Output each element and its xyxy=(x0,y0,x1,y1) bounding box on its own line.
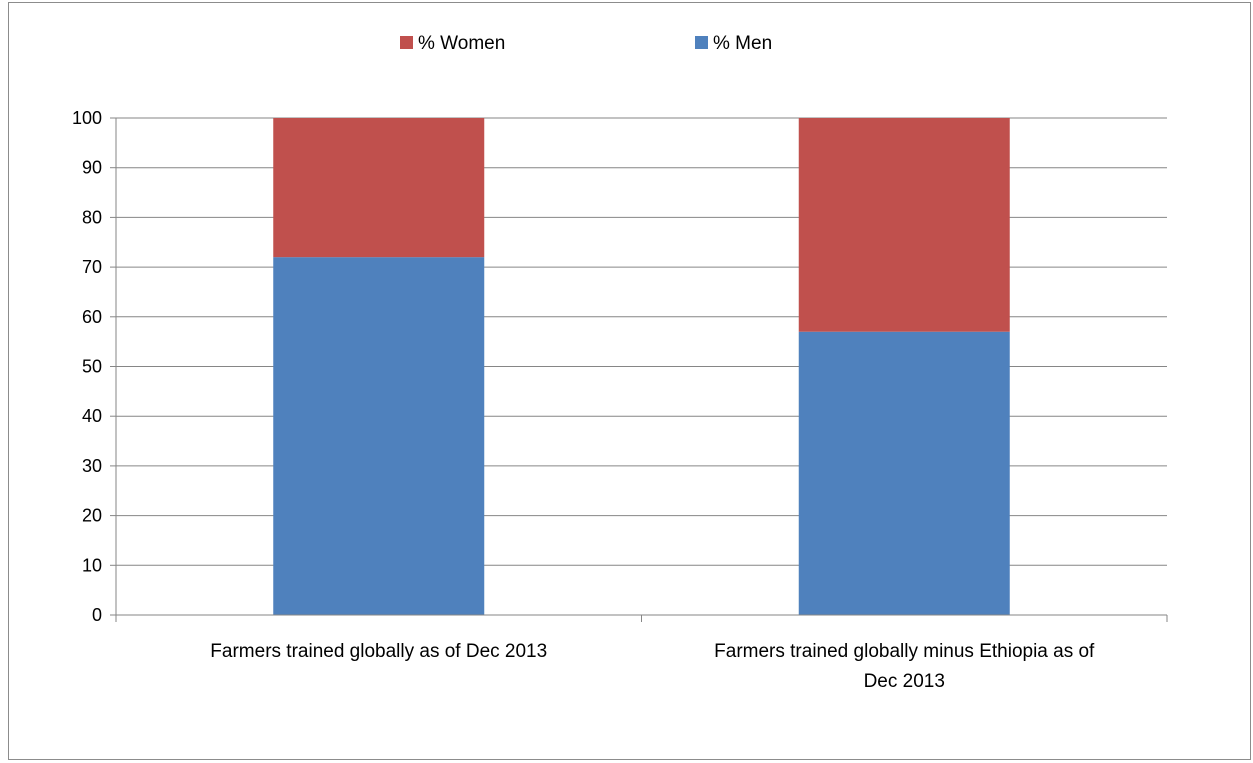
bar-women-2 xyxy=(799,118,1010,332)
y-tick-label-80: 80 xyxy=(82,207,102,227)
y-tick-label-0: 0 xyxy=(92,605,102,625)
category-label-1-line-1: Farmers trained globally as of Dec 2013 xyxy=(210,641,547,662)
y-tick-label-20: 20 xyxy=(82,506,102,526)
y-tick-label-90: 90 xyxy=(82,158,102,178)
y-tick-label-10: 10 xyxy=(82,555,102,575)
legend: % Women % Men xyxy=(400,33,772,54)
category-labels: Farmers trained globally as of Dec 2013 F… xyxy=(210,641,1095,692)
y-tick-label-60: 60 xyxy=(82,307,102,327)
bar-women-1 xyxy=(273,118,484,257)
y-tick-label-50: 50 xyxy=(82,357,102,377)
y-tick-label-30: 30 xyxy=(82,456,102,476)
legend-label-women: % Women xyxy=(418,33,505,54)
legend-swatch-women xyxy=(400,36,413,49)
legend-label-men: % Men xyxy=(713,33,772,54)
y-tick-labels: 0 10 20 30 40 50 60 70 80 90 100 xyxy=(72,108,102,625)
legend-swatch-men xyxy=(695,36,708,49)
y-tick-label-100: 100 xyxy=(72,108,102,128)
bar-men-1 xyxy=(273,257,484,615)
y-tick-label-40: 40 xyxy=(82,406,102,426)
category-label-2-line-1: Farmers trained globally minus Ethiopia … xyxy=(714,641,1095,662)
bar-men-2 xyxy=(799,332,1010,615)
y-tick-label-70: 70 xyxy=(82,257,102,277)
category-label-2-line-2: Dec 2013 xyxy=(864,671,945,692)
